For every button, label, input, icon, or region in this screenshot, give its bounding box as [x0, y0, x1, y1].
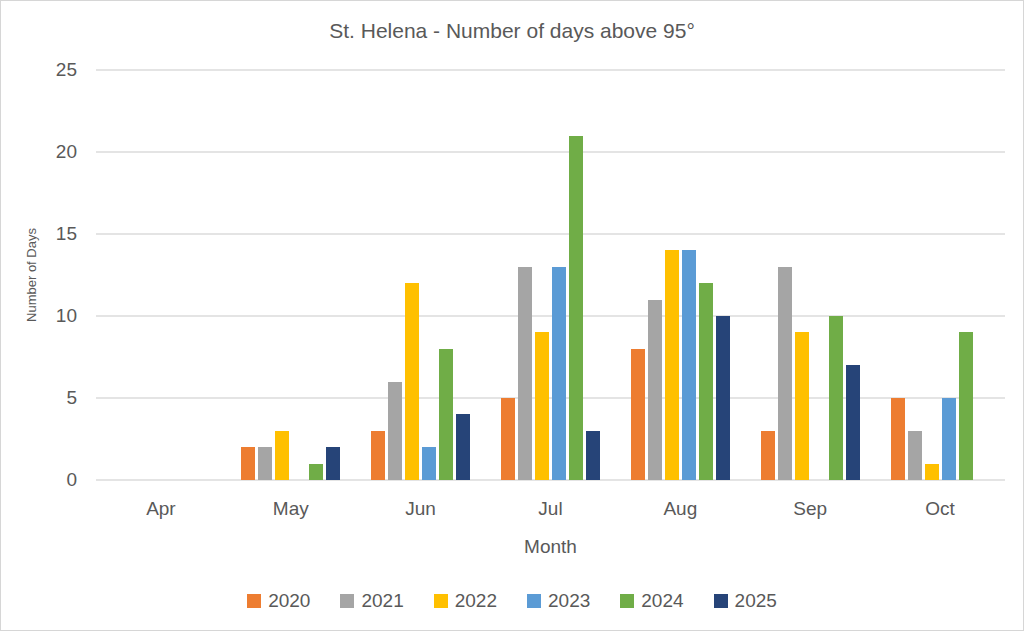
y-tick-label: 25 — [56, 59, 77, 81]
legend-item-2020: 2020 — [247, 590, 310, 612]
bar-2024-may — [309, 464, 323, 480]
y-tick-label: 10 — [56, 305, 77, 327]
bar-2023-oct — [942, 398, 956, 480]
legend-swatch-2024 — [620, 594, 634, 608]
category-label-jun: Jun — [356, 498, 486, 520]
bar-2020-jun — [371, 431, 385, 480]
legend: 2020 2021 2022 2023 2024 2025 — [1, 590, 1023, 612]
y-tick-label: 5 — [66, 387, 77, 409]
category-label-aug: Aug — [615, 498, 745, 520]
bar-2024-jul — [569, 136, 583, 480]
legend-item-2024: 2024 — [620, 590, 683, 612]
bar-group-sep — [745, 70, 875, 480]
category-label-jul: Jul — [486, 498, 616, 520]
bar-chart: St. Helena - Number of days above 95° Nu… — [0, 0, 1024, 631]
legend-item-2023: 2023 — [527, 590, 590, 612]
bar-2020-sep — [761, 431, 775, 480]
bar-2025-sep — [846, 365, 860, 480]
legend-item-2022: 2022 — [434, 590, 497, 612]
legend-swatch-2020 — [247, 594, 261, 608]
bar-group-jul — [486, 70, 616, 480]
y-tick-label: 15 — [56, 223, 77, 245]
legend-item-2025: 2025 — [714, 590, 777, 612]
y-tick-label: 0 — [66, 469, 77, 491]
bar-2025-may — [326, 447, 340, 480]
bar-2022-oct — [925, 464, 939, 480]
bar-2021-oct — [908, 431, 922, 480]
chart-title: St. Helena - Number of days above 95° — [1, 19, 1023, 43]
bar-2025-aug — [716, 316, 730, 480]
legend-swatch-2022 — [434, 594, 448, 608]
bar-group-may — [226, 70, 356, 480]
bar-2024-aug — [699, 283, 713, 480]
bar-2022-may — [275, 431, 289, 480]
bar-2024-jun — [439, 349, 453, 480]
bar-2022-jun — [405, 283, 419, 480]
y-axis-title: Number of Days — [24, 228, 39, 322]
bar-group-jun — [356, 70, 486, 480]
legend-label-2021: 2021 — [361, 590, 403, 612]
bar-2024-oct — [959, 332, 973, 480]
bar-2025-jun — [456, 414, 470, 480]
legend-label-2024: 2024 — [641, 590, 683, 612]
bar-2025-jul — [586, 431, 600, 480]
category-label-may: May — [226, 498, 356, 520]
x-axis-category-labels: AprMayJunJulAugSepOct — [96, 498, 1005, 522]
legend-label-2022: 2022 — [455, 590, 497, 612]
legend-label-2025: 2025 — [735, 590, 777, 612]
bar-2021-may — [258, 447, 272, 480]
bar-group-apr — [96, 70, 226, 480]
bar-2023-jul — [552, 267, 566, 480]
bar-group-aug — [615, 70, 745, 480]
bar-2021-aug — [648, 300, 662, 480]
legend-swatch-2025 — [714, 594, 728, 608]
bar-2024-sep — [829, 316, 843, 480]
bar-2022-aug — [665, 250, 679, 480]
bar-2020-jul — [501, 398, 515, 480]
category-label-sep: Sep — [745, 498, 875, 520]
bar-2020-oct — [891, 398, 905, 480]
bar-2021-sep — [778, 267, 792, 480]
bar-2021-jul — [518, 267, 532, 480]
x-axis-title: Month — [96, 536, 1005, 558]
legend-label-2020: 2020 — [268, 590, 310, 612]
category-label-oct: Oct — [875, 498, 1005, 520]
bar-group-oct — [875, 70, 1005, 480]
bar-2022-sep — [795, 332, 809, 480]
category-label-apr: Apr — [96, 498, 226, 520]
y-tick-label: 20 — [56, 141, 77, 163]
legend-item-2021: 2021 — [340, 590, 403, 612]
legend-swatch-2021 — [340, 594, 354, 608]
bar-2020-aug — [631, 349, 645, 480]
legend-label-2023: 2023 — [548, 590, 590, 612]
bar-2023-jun — [422, 447, 436, 480]
legend-swatch-2023 — [527, 594, 541, 608]
bar-2021-jun — [388, 382, 402, 480]
plot-area — [96, 70, 1005, 480]
bar-2023-aug — [682, 250, 696, 480]
bar-2022-jul — [535, 332, 549, 480]
bar-2020-may — [241, 447, 255, 480]
